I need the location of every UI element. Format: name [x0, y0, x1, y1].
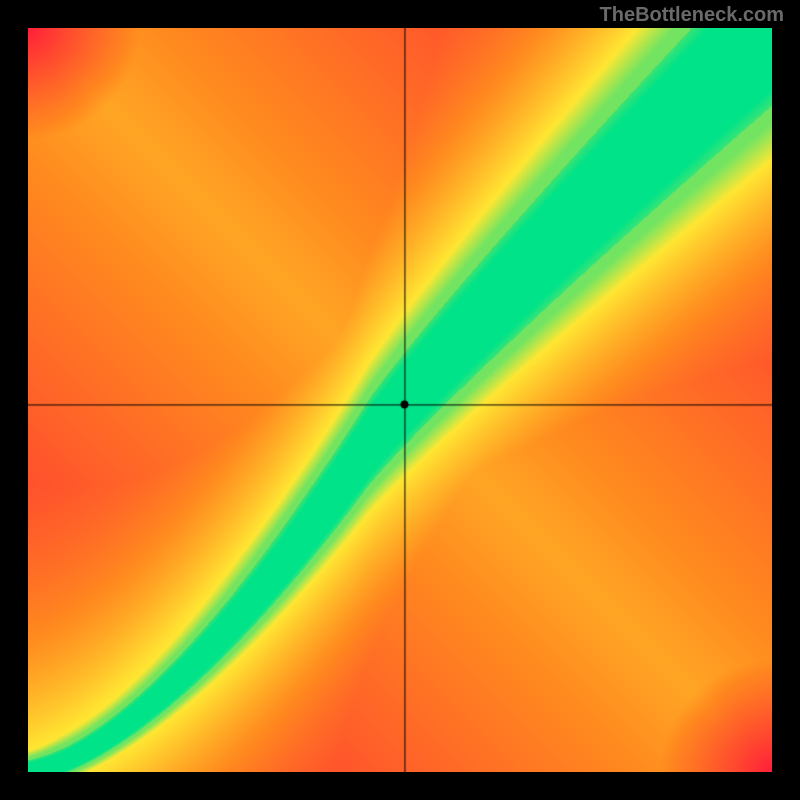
- heatmap-plot-area: [28, 28, 772, 772]
- watermark-text: TheBottleneck.com: [600, 4, 784, 27]
- chart-container: TheBottleneck.com: [0, 0, 800, 800]
- heatmap-canvas: [28, 28, 772, 772]
